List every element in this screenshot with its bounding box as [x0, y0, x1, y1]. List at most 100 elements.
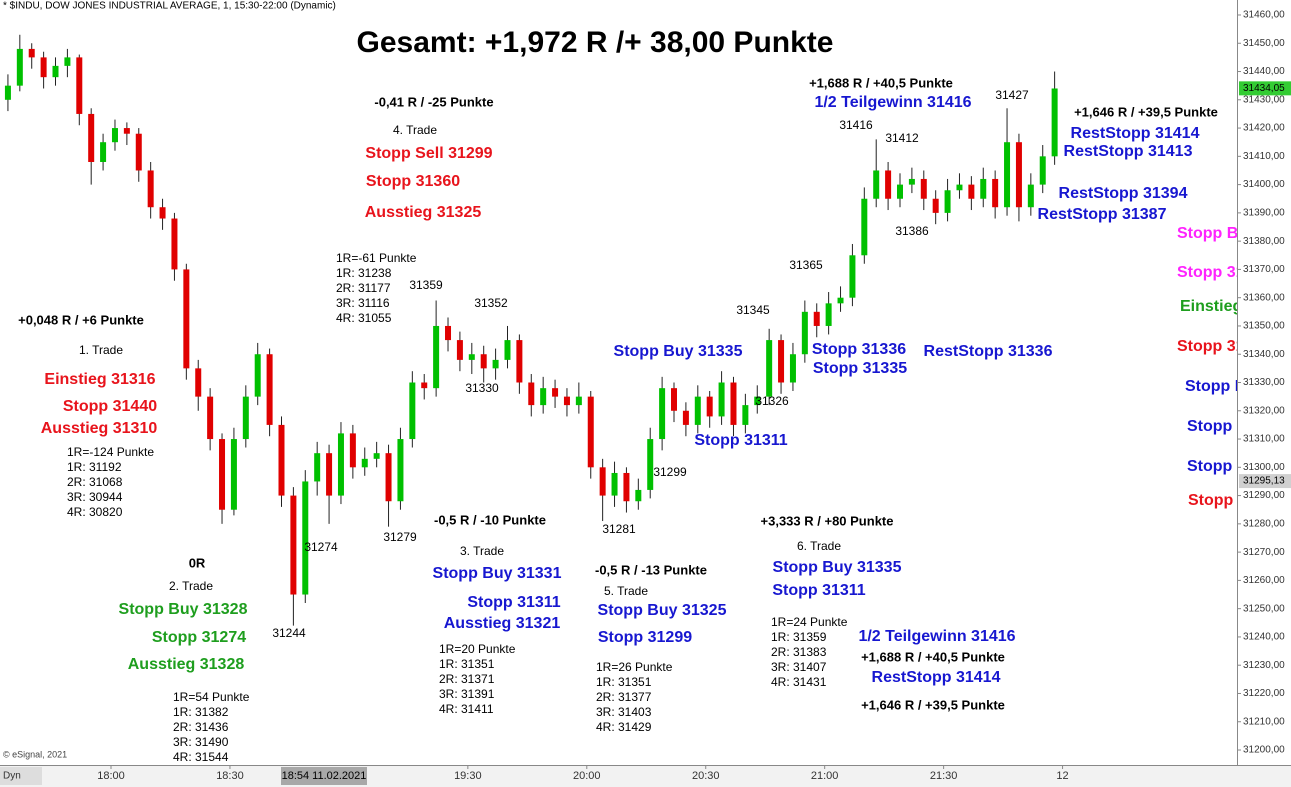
candle-body	[599, 467, 606, 496]
price-marker-label: 31434,05	[1243, 83, 1285, 94]
annotation: 3R: 31490	[173, 735, 229, 749]
chart-title: Gesamt: +1,972 R /+ 38,00 Punkte	[357, 26, 834, 59]
y-tick-label: 31390,00	[1243, 208, 1285, 219]
candle-body	[326, 453, 333, 496]
annotation: RestStopp 31413	[1064, 143, 1193, 160]
candle-body	[516, 340, 523, 383]
candle-body	[397, 439, 404, 502]
annotation: 31244	[272, 626, 306, 640]
candle-body	[337, 433, 344, 496]
candle-body	[28, 48, 35, 58]
candle-body	[540, 388, 547, 406]
candle-body	[825, 303, 832, 326]
annotation: Stopp 31311	[467, 594, 560, 611]
annotation: +1,688 R / +40,5 Punkte	[809, 75, 953, 90]
y-tick-label: 31380,00	[1243, 236, 1285, 247]
y-tick-label: 31460,00	[1243, 10, 1285, 21]
annotation: RestStopp 31394	[1059, 185, 1188, 202]
annotation: Ausstieg 31310	[41, 420, 158, 437]
y-tick-label: 31220,00	[1243, 688, 1285, 699]
annotation: 1R=54 Punkte	[173, 690, 250, 704]
candle-body	[278, 424, 285, 496]
annotation: Stopp 31360	[366, 173, 460, 190]
candle-body	[659, 388, 666, 440]
candle-body	[40, 57, 47, 78]
candle-body	[302, 481, 309, 595]
candle-body	[76, 57, 83, 114]
annotation: 4R: 31429	[596, 720, 652, 734]
x-tick-label: 12	[1056, 770, 1068, 782]
candle-body	[111, 128, 118, 143]
candle-body	[492, 359, 499, 369]
annotation: Stopp	[1187, 458, 1233, 475]
corner-box[interactable]	[0, 767, 42, 785]
candle-body	[1004, 142, 1011, 208]
annotation: 4R: 31411	[439, 702, 494, 716]
annotation: 1R: 31351	[439, 657, 495, 671]
annotation: 3R: 31403	[596, 705, 652, 719]
candle-body	[16, 48, 23, 86]
candle-body	[789, 354, 796, 383]
candle-body	[528, 382, 535, 406]
candle-body	[682, 410, 689, 425]
candle-body	[1015, 142, 1022, 208]
y-tick-label: 31270,00	[1243, 547, 1285, 558]
annotation: Stopp Sell 31299	[365, 145, 492, 162]
y-tick-label: 31230,00	[1243, 660, 1285, 671]
annotation: Einstieg 31316	[44, 371, 155, 388]
annotation: 31359	[409, 278, 443, 292]
x-tick-label: 19:30	[454, 770, 482, 782]
y-tick-label: 31260,00	[1243, 575, 1285, 586]
candle-body	[778, 340, 785, 383]
y-tick-label: 31400,00	[1243, 179, 1285, 190]
annotation: 1/2 Teilgewinn 31416	[858, 628, 1015, 645]
y-tick-label: 31350,00	[1243, 321, 1285, 332]
corner-label[interactable]: Dyn	[3, 771, 21, 782]
candle-body	[100, 142, 107, 162]
y-tick-label: 31420,00	[1243, 123, 1285, 134]
annotation: 1R=24 Punkte	[771, 615, 848, 629]
annotation: RestStopp 31414	[1071, 125, 1200, 142]
annotation: 31412	[885, 131, 919, 145]
annotation: Ausstieg 31325	[365, 204, 482, 221]
annotation: +1,688 R / +40,5 Punkte	[861, 649, 1005, 664]
annotation: 0R	[189, 555, 206, 570]
cursor-box	[281, 767, 367, 785]
candle-body	[718, 382, 725, 417]
candle-body	[766, 340, 773, 397]
annotation: 31345	[736, 303, 770, 317]
candle-body	[195, 368, 202, 397]
candle-body	[932, 198, 939, 213]
annotation: +3,333 R / +80 Punkte	[761, 513, 894, 528]
annotation: 31330	[465, 381, 499, 395]
candle-body	[171, 218, 178, 270]
annotation: Stopp Buy 31335	[614, 343, 743, 360]
candle-body	[647, 439, 654, 490]
candle-body	[242, 396, 249, 440]
candle-body	[956, 184, 963, 191]
annotation: 2. Trade	[169, 579, 213, 593]
y-tick-label: 31320,00	[1243, 405, 1285, 416]
candle-body	[908, 178, 915, 185]
candle-body	[754, 396, 761, 406]
y-tick-label: 31210,00	[1243, 716, 1285, 727]
y-tick-label: 31240,00	[1243, 632, 1285, 643]
annotation: 31326	[755, 394, 789, 408]
annotation: 4R: 31055	[336, 311, 392, 325]
annotation: Stopp Buy 31325	[598, 602, 727, 619]
candle-body	[849, 255, 856, 298]
y-tick-label: 31340,00	[1243, 349, 1285, 360]
annotation: 3R: 31407	[771, 660, 827, 674]
candle-body	[421, 382, 428, 389]
candle-body	[1027, 184, 1034, 208]
candle-body	[230, 439, 237, 510]
candle-body	[944, 190, 951, 213]
candle-body	[1039, 156, 1046, 185]
x-tick-label: 21:00	[811, 770, 839, 782]
annotation: +1,646 R / +39,5 Punkte	[1074, 104, 1218, 119]
annotation: 1R: 31192	[67, 460, 122, 474]
y-tick-label: 31250,00	[1243, 603, 1285, 614]
annotation: 31299	[653, 465, 687, 479]
candle-body	[135, 133, 142, 171]
candle-body	[88, 113, 95, 162]
